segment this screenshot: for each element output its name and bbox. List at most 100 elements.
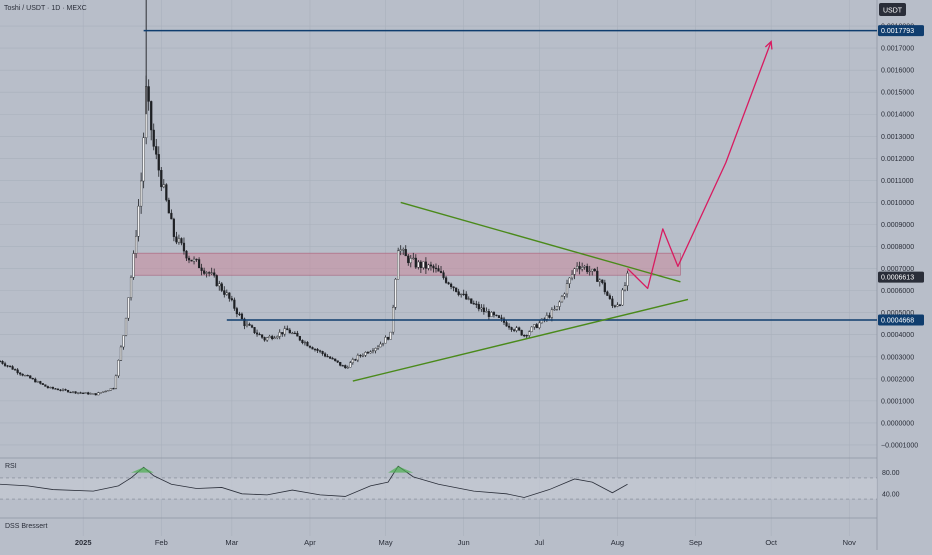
- candle-body: [0, 360, 2, 363]
- price-tick-label: 0.0013000: [881, 134, 914, 141]
- price-badge[interactable]: 0.0006613: [878, 271, 924, 283]
- candle-body: [510, 327, 513, 330]
- candle-body: [286, 328, 289, 331]
- candle-body: [220, 283, 223, 291]
- candle-body: [51, 386, 55, 389]
- candle-body: [255, 332, 259, 335]
- candle-body: [278, 332, 281, 337]
- candle-body: [175, 236, 178, 243]
- candle-body: [439, 271, 443, 273]
- candle-body: [208, 272, 211, 274]
- candle-body: [150, 101, 153, 131]
- candle-body: [450, 283, 453, 287]
- trendline-descending[interactable]: [400, 201, 681, 283]
- candle-body: [124, 317, 128, 336]
- candle-body: [563, 293, 566, 297]
- price-badge[interactable]: 0.0004668: [878, 314, 924, 326]
- candle-body: [296, 332, 299, 337]
- candle-body: [533, 324, 536, 328]
- symbol-label[interactable]: Toshi / USDT · 1D · MEXC: [4, 5, 87, 12]
- price-badge-label: 0.0017793: [881, 28, 914, 35]
- price-tick-label: 0.0003000: [881, 354, 914, 361]
- candle-body: [140, 180, 143, 207]
- candle-body: [195, 258, 198, 261]
- candle-body: [281, 332, 284, 335]
- candle-body: [346, 367, 349, 369]
- candle-body: [414, 257, 417, 268]
- candle-body: [457, 291, 460, 295]
- candle-body: [465, 293, 468, 300]
- candle-body: [492, 312, 496, 316]
- rsi-panel: RSI: [0, 463, 877, 500]
- candle-body: [404, 249, 407, 257]
- time-tick-label: Mar: [225, 538, 238, 547]
- candle-body: [61, 389, 65, 391]
- candle-body: [303, 341, 307, 344]
- price-badge[interactable]: 0.0017793: [878, 25, 924, 37]
- candle-body: [31, 378, 34, 380]
- candle-body: [260, 334, 264, 338]
- candle-body: [104, 390, 107, 393]
- candle-body: [606, 291, 609, 296]
- candle-body: [354, 359, 357, 361]
- candle-body: [291, 332, 294, 335]
- trendlines[interactable]: [352, 201, 689, 382]
- candle-body: [545, 315, 548, 320]
- candle-body: [316, 349, 319, 351]
- candle-body: [59, 389, 62, 391]
- candle-body: [500, 317, 503, 320]
- candle-body: [389, 331, 392, 340]
- currency-badge[interactable]: USDT: [879, 3, 906, 16]
- candle-body: [155, 146, 158, 155]
- rsi-tick-label: 40.00: [882, 491, 900, 498]
- projection-line[interactable]: [627, 41, 772, 290]
- candle-body: [429, 264, 433, 267]
- candle-body: [306, 341, 309, 347]
- candle-body: [323, 353, 327, 357]
- candle-body: [177, 238, 181, 243]
- candle-body: [520, 329, 523, 336]
- candle-body: [462, 293, 465, 296]
- candle-body: [218, 283, 221, 287]
- candle-body: [374, 348, 377, 351]
- price-tick-label: 0.0017000: [881, 46, 914, 53]
- candle-body: [482, 307, 485, 313]
- price-tick-label: 0.0011000: [881, 178, 914, 185]
- time-axis[interactable]: 2025 Feb Mar Apr May Jun Jul Aug Sep Oct Nov: [75, 538, 856, 547]
- trendline-ascending[interactable]: [352, 298, 689, 382]
- candle-body: [611, 298, 614, 306]
- candle-body: [225, 292, 228, 295]
- price-axis[interactable]: 80.0040.000.00180000.00170000.00160000.0…: [878, 24, 924, 499]
- candle-body: [616, 304, 619, 307]
- candle-body: [361, 355, 364, 357]
- candle-body: [419, 261, 422, 269]
- candle-body: [41, 383, 44, 385]
- candle-body: [203, 270, 206, 274]
- candle-body: [581, 267, 584, 270]
- candle-body: [313, 348, 317, 351]
- candle-body: [618, 304, 622, 306]
- candle-body: [114, 375, 118, 389]
- candle-body: [26, 375, 29, 377]
- candle-body: [197, 259, 201, 269]
- price-tick-label: 0.0002000: [881, 376, 914, 383]
- projection-arrowhead[interactable]: [764, 40, 773, 50]
- candle-body: [608, 295, 611, 300]
- candle-body: [409, 258, 412, 264]
- price-tick-label: 0.0006000: [881, 288, 914, 295]
- candle-body: [470, 298, 473, 304]
- resistance-zone: [133, 252, 681, 276]
- candle-body: [381, 342, 385, 345]
- currency-badge-bg: [879, 3, 906, 16]
- candle-body: [8, 365, 12, 367]
- candle-body: [36, 381, 39, 383]
- projection-path[interactable]: [627, 40, 773, 290]
- candle-body: [283, 328, 286, 335]
- candle-body: [112, 388, 115, 390]
- horizontal-levels[interactable]: [143, 29, 877, 321]
- candle-body: [472, 303, 475, 305]
- candle-body: [44, 384, 47, 387]
- candle-body: [29, 375, 32, 379]
